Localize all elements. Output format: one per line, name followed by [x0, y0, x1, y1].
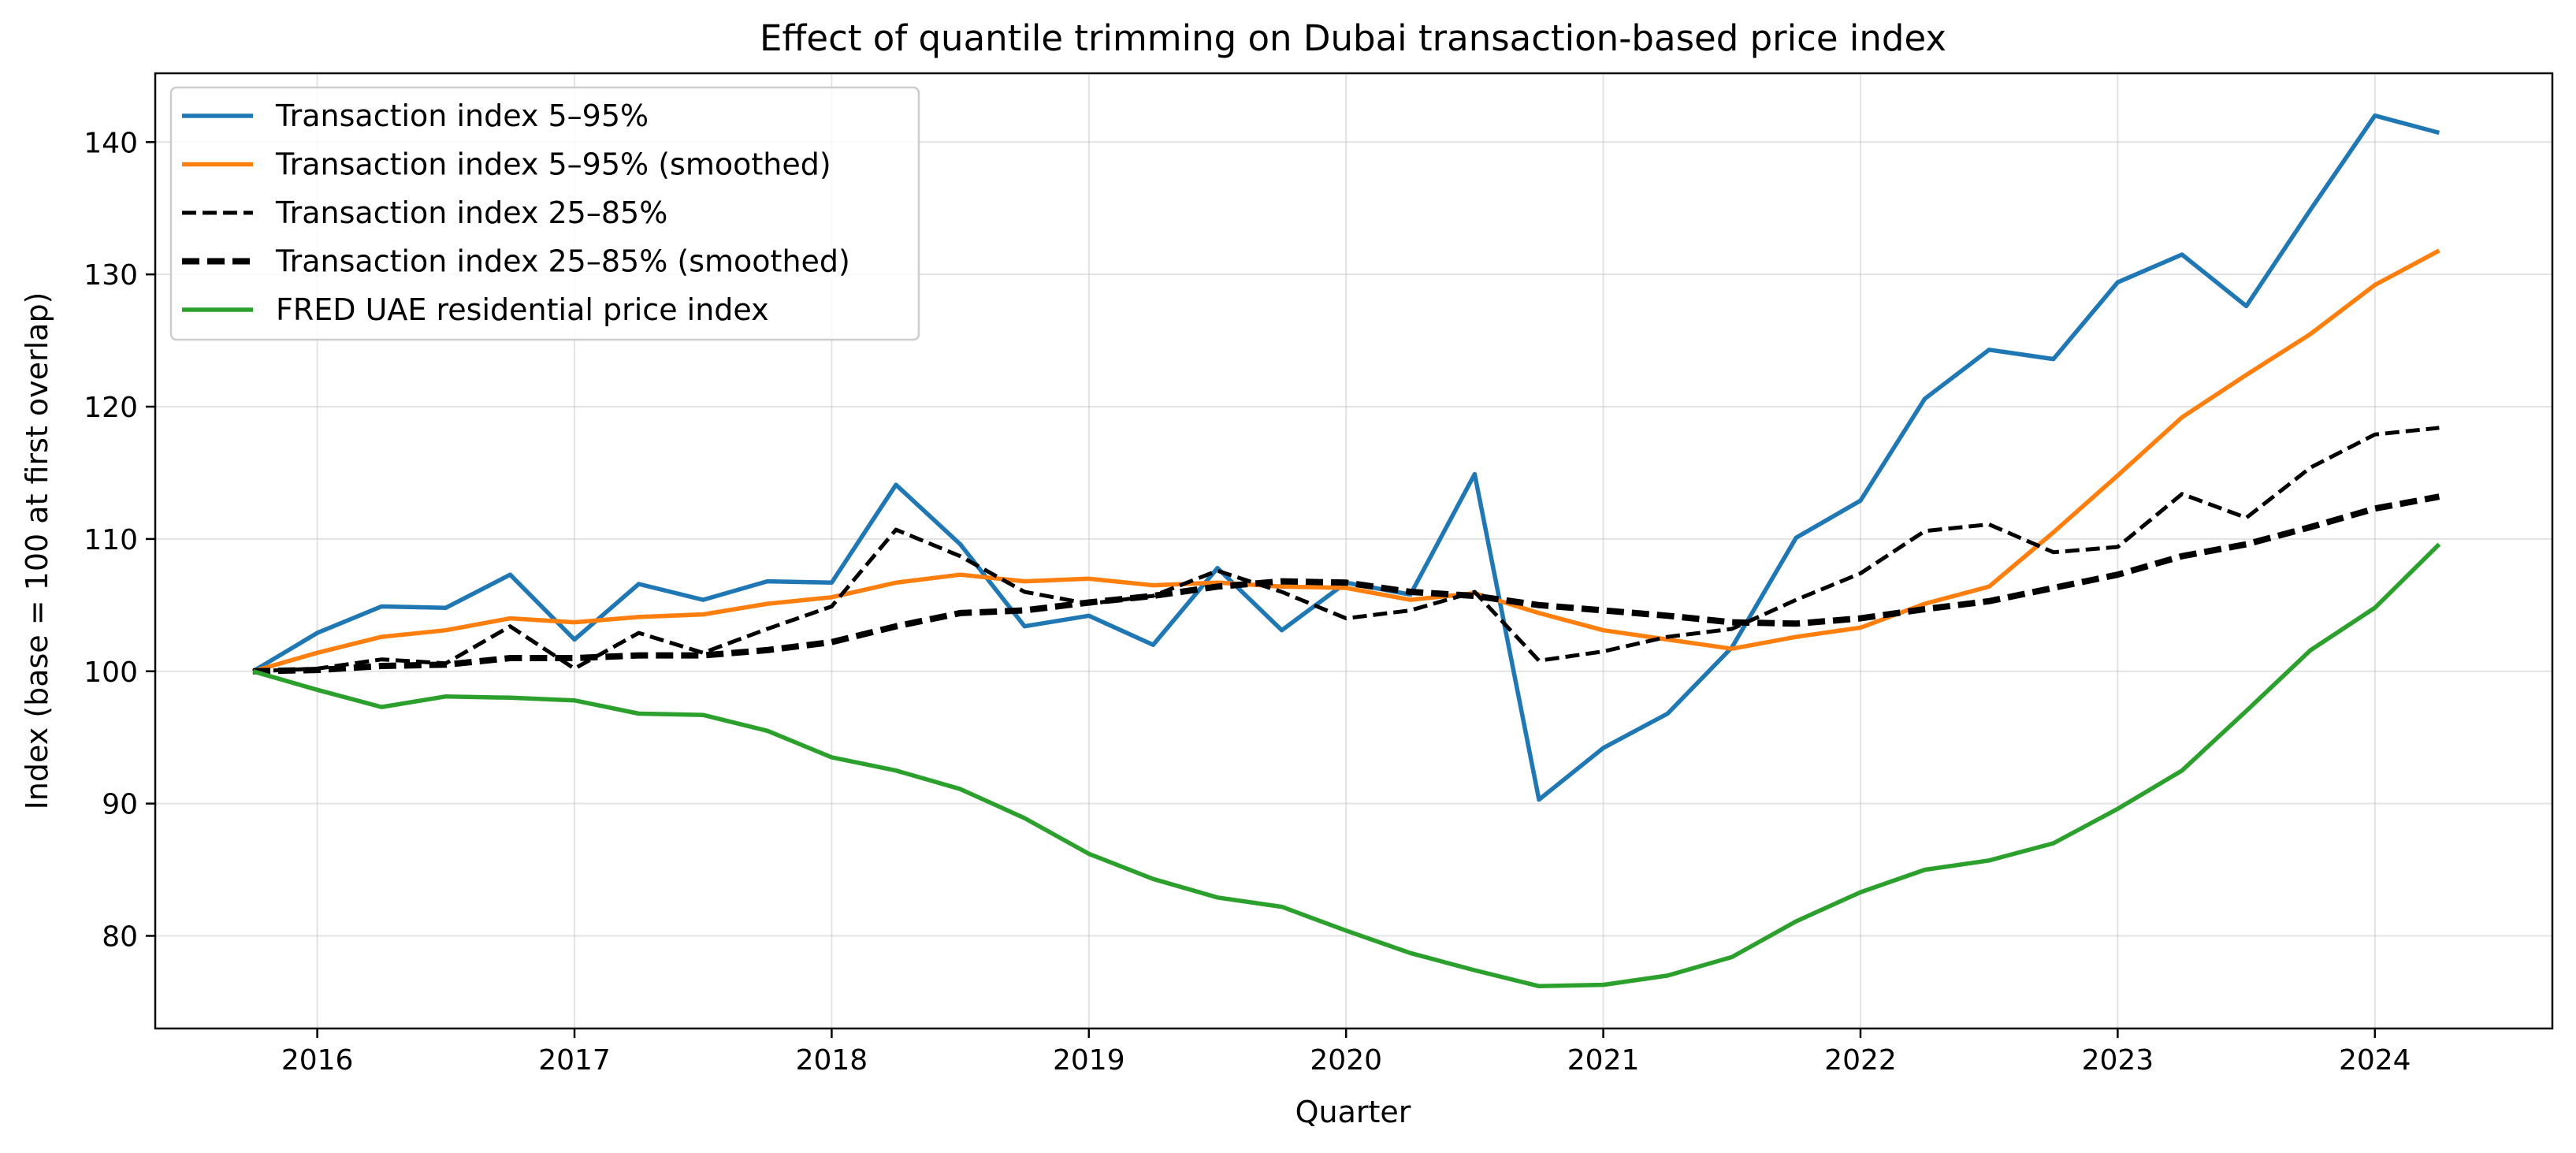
x-tick-label: 2024	[2339, 1044, 2411, 1077]
y-tick-label: 100	[84, 656, 138, 689]
legend-label-transaction-index-5-95: Transaction index 5–95%	[275, 99, 649, 133]
legend-label-transaction-index-5-95-smoothed: Transaction index 5–95% (smoothed)	[275, 147, 831, 182]
series-line-transaction-index-25-85-smoothed	[252, 493, 2440, 675]
y-tick-label: 140	[84, 127, 138, 159]
y-tick-label: 120	[84, 392, 138, 424]
x-tick-label: 2021	[1567, 1044, 1640, 1077]
legend-label-fred-uae-residential-price-index: FRED UAE residential price index	[276, 292, 769, 327]
y-tick-label: 130	[84, 259, 138, 292]
plot-frame	[154, 72, 2554, 1030]
chart-title: Effect of quantile trimming on Dubai tra…	[760, 17, 1946, 59]
series-layer	[251, 113, 2441, 989]
x-tick-label: 2019	[1053, 1044, 1125, 1077]
legend-box	[169, 86, 920, 341]
legend-label-transaction-index-25-85: Transaction index 25–85%	[275, 195, 667, 230]
x-tick-label: 2018	[796, 1044, 868, 1077]
y-axis-label: Index (base = 100 at first overlap)	[20, 292, 54, 810]
y-tick-label: 80	[102, 921, 138, 953]
series-line-transaction-index-5-95-smoothed	[252, 248, 2440, 674]
legend: Transaction index 5–95% Transaction index…	[169, 86, 920, 341]
x-tick-label: 2017	[538, 1044, 611, 1077]
x-tick-label: 2022	[1824, 1044, 1897, 1077]
series-line-fred-uae-residential-price-index	[252, 542, 2441, 989]
y-tick-label: 90	[102, 789, 138, 821]
series-line-transaction-index-25-85	[252, 426, 2440, 674]
x-tick-label: 2016	[281, 1044, 354, 1077]
tick-layer: 2016 2017 2018 2019 2020 2021 2022 2023 2024 80 90…	[84, 127, 2411, 1077]
legend-label-transaction-index-25-85-smoothed: Transaction index 25–85% (smoothed)	[275, 244, 850, 279]
x-tick-label: 2020	[1310, 1044, 1382, 1077]
x-axis-label: Quarter	[1295, 1095, 1411, 1129]
x-tick-label: 2023	[2082, 1044, 2154, 1077]
y-tick-label: 110	[84, 524, 138, 556]
